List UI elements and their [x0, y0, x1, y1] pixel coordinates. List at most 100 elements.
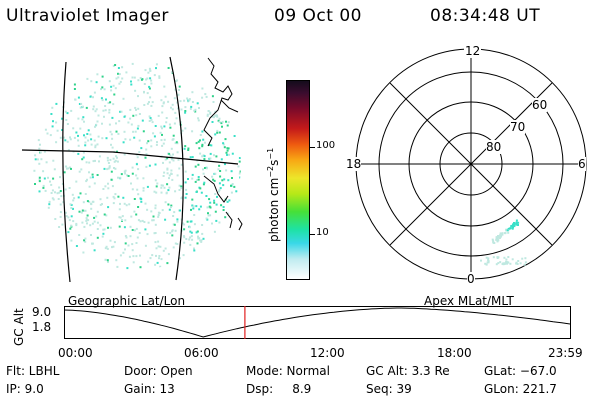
aurora-speckle	[171, 230, 174, 233]
aurora-speckle	[146, 208, 149, 211]
aurora-speckle	[158, 255, 161, 257]
aurora-speckle	[214, 110, 217, 113]
aurora-speckle	[192, 205, 195, 208]
aurora-speckle	[105, 214, 108, 217]
aurora-speckle	[159, 245, 162, 248]
aurora-speckle	[123, 153, 126, 156]
aurora-speckle	[203, 155, 206, 158]
aurora-speckle	[154, 232, 157, 234]
aurora-speckle	[115, 259, 118, 262]
aurora-speckle	[75, 180, 78, 183]
aurora-speckle	[72, 207, 74, 210]
status-seq: Seq: 39	[366, 382, 412, 396]
aurora-speckle	[199, 152, 202, 155]
aurora-speckle	[158, 75, 161, 78]
aurora-speckle	[104, 258, 107, 261]
aurora-speckle	[222, 184, 225, 187]
aurora-speckle	[168, 174, 171, 177]
aurora-speckle	[135, 114, 138, 117]
aurora-speckle	[107, 187, 110, 190]
aurora-speckle	[212, 101, 215, 103]
aurora-speckle	[64, 211, 67, 214]
aurora-speckle	[196, 230, 199, 233]
polar-aurora-speckle	[492, 256, 495, 259]
colorbar-unit-label: photon cm−2s−1	[266, 147, 281, 242]
aurora-speckle	[107, 226, 109, 229]
polar-aurora-speckle	[511, 227, 514, 230]
aurora-speckle	[89, 224, 92, 227]
aurora-speckle	[193, 214, 196, 216]
aurora-speckle	[172, 246, 175, 249]
aurora-speckle	[190, 231, 193, 234]
aurora-speckle	[202, 183, 205, 186]
aurora-speckle	[108, 108, 111, 111]
aurora-speckle	[153, 135, 156, 138]
colorbar	[286, 80, 310, 280]
aurora-speckle	[202, 237, 205, 240]
aurora-speckle	[72, 220, 75, 223]
polar-aurora-speckle	[515, 221, 518, 224]
aurora-speckle	[83, 209, 85, 212]
aurora-speckle	[110, 143, 112, 146]
altitude-frame	[64, 306, 571, 339]
aurora-speckle	[167, 100, 170, 103]
aurora-speckle	[86, 77, 89, 80]
aurora-speckle	[104, 105, 107, 107]
aurora-speckle	[68, 166, 71, 169]
aurora-speckle	[86, 200, 89, 203]
aurora-speckle	[124, 242, 127, 245]
aurora-speckle	[121, 219, 124, 221]
aurora-speckle	[114, 64, 117, 66]
mlt-label-12: 12	[464, 44, 482, 58]
aurora-speckle	[157, 215, 160, 218]
aurora-speckle	[106, 247, 109, 250]
aurora-speckle	[61, 129, 64, 131]
time-tick-0000: 00:00	[58, 346, 93, 360]
aurora-speckle	[119, 80, 122, 83]
aurora-speckle	[131, 243, 134, 246]
aurora-speckle	[131, 62, 134, 65]
aurora-speckle	[166, 262, 169, 265]
aurora-speckle	[135, 108, 137, 111]
aurora-speckle	[145, 153, 148, 156]
aurora-speckle	[100, 97, 103, 100]
aurora-speckle	[224, 163, 226, 166]
aurora-speckle	[131, 188, 134, 191]
aurora-speckle	[119, 110, 122, 113]
aurora-speckle	[187, 178, 189, 180]
aurora-speckle	[132, 255, 135, 258]
aurora-speckle	[176, 151, 179, 154]
aurora-speckle	[216, 129, 219, 132]
aurora-speckle	[156, 182, 159, 185]
aurora-speckle	[104, 185, 107, 188]
aurora-speckle	[108, 165, 111, 168]
aurora-speckle	[38, 178, 41, 181]
polar-aurora-speckle	[484, 262, 487, 265]
aurora-speckle	[83, 120, 85, 123]
aurora-speckle	[170, 204, 173, 207]
aurora-speckle	[77, 117, 80, 120]
aurora-speckle	[172, 153, 174, 156]
aurora-speckle	[142, 187, 145, 190]
aurora-speckle	[180, 108, 183, 111]
aurora-speckle	[221, 125, 223, 128]
aurora-speckle	[34, 183, 36, 185]
aurora-speckle	[121, 77, 124, 80]
aurora-speckle	[133, 136, 136, 139]
aurora-speckle	[168, 208, 171, 211]
aurora-speckle	[103, 115, 105, 118]
aurora-speckle	[214, 210, 217, 213]
aurora-speckle	[207, 212, 209, 215]
aurora-speckle	[86, 178, 88, 181]
aurora-speckle	[78, 234, 81, 236]
altitude-plot	[63, 306, 571, 339]
aurora-speckle	[197, 117, 200, 120]
aurora-speckle	[62, 201, 65, 204]
status-gc-alt: GC Alt: 3.3 Re	[366, 364, 450, 378]
aurora-speckle	[151, 219, 154, 222]
aurora-speckle	[52, 159, 55, 162]
aurora-speckle	[170, 147, 173, 150]
aurora-speckle	[205, 95, 208, 98]
aurora-speckle	[174, 242, 177, 245]
polar-aurora-speckle	[496, 236, 499, 239]
